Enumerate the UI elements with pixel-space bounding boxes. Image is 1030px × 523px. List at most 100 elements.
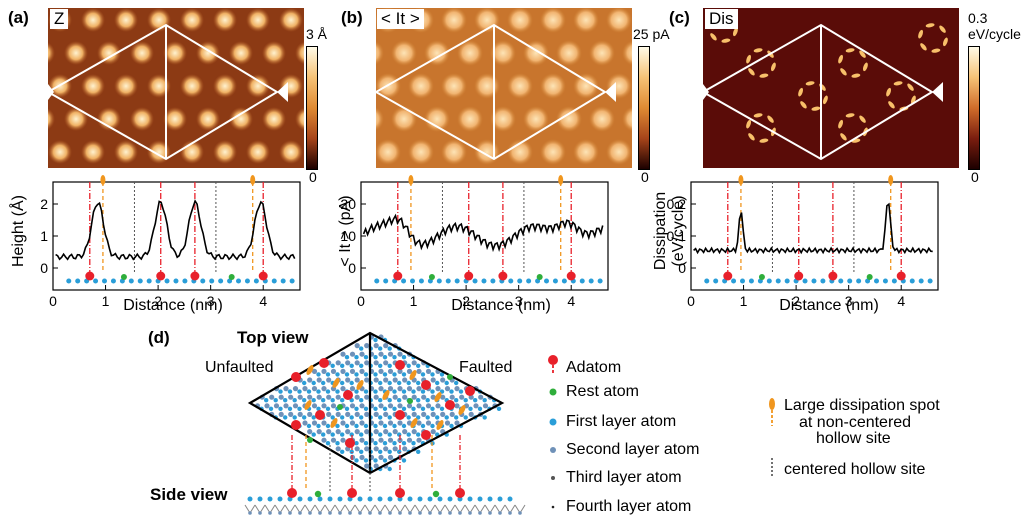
second-layer-atom — [308, 511, 312, 515]
second-layer-atom — [335, 446, 341, 452]
second-layer-atom — [397, 368, 403, 374]
x-tick-label: 2 — [154, 293, 162, 309]
second-layer-atom — [383, 411, 389, 417]
first-layer-atom — [416, 363, 421, 368]
second-layer-atom — [326, 411, 332, 417]
adatom — [315, 410, 325, 420]
second-layer-atom — [278, 411, 284, 417]
second-layer-atom — [508, 511, 512, 515]
first-layer-atom — [344, 423, 350, 429]
second-layer-atom — [468, 411, 474, 417]
height-spot — [48, 140, 72, 164]
current-spot — [606, 8, 632, 33]
first-layer-atom — [268, 406, 274, 411]
second-layer-atom — [406, 403, 413, 409]
second-layer-atom — [454, 403, 460, 409]
second-layer-atom — [349, 420, 356, 426]
current-spot — [573, 73, 599, 99]
stm-image-current — [376, 8, 632, 168]
first-layer-atom — [454, 380, 459, 386]
first-layer-atom — [473, 398, 478, 403]
first-layer-atom — [306, 389, 312, 394]
dissipation-spot — [845, 48, 855, 53]
first-layer-atom — [327, 496, 333, 502]
second-layer-atom — [416, 368, 422, 374]
first-layer-atom — [344, 355, 350, 360]
dissipation-spot — [859, 50, 866, 58]
first-layer-atom — [410, 278, 416, 284]
legend-first-layer: First layer atom — [566, 413, 677, 430]
second-layer-atom — [378, 386, 384, 392]
second-layer-atom — [364, 463, 370, 469]
second-layer-atom — [440, 377, 446, 383]
unfaulted-label: Unfaulted — [205, 359, 274, 376]
first-layer-atom — [775, 278, 781, 284]
first-layer-atom — [344, 406, 350, 411]
second-layer-atom — [321, 437, 327, 443]
second-layer-atom — [373, 343, 379, 349]
adatom — [723, 271, 733, 281]
dissipation-spot — [748, 133, 755, 141]
second-layer-atom — [411, 360, 417, 366]
second-layer-atom — [478, 394, 484, 400]
xlabel-a: Distance (nm) — [123, 297, 223, 314]
second-layer-atom — [482, 403, 489, 409]
first-layer-atom — [363, 406, 369, 411]
second-layer-icon — [550, 447, 556, 453]
rest-atom — [337, 404, 343, 410]
legend-rest-atom: Rest atom — [566, 383, 639, 400]
first-layer-atom — [472, 278, 478, 284]
current-spot — [622, 40, 632, 66]
height-spot — [295, 107, 304, 131]
dissipation-spot — [888, 101, 895, 109]
first-layer-atom — [363, 355, 369, 360]
first-layer-atom — [349, 363, 354, 368]
x-tick-label: 2 — [792, 293, 800, 309]
second-layer-atom — [458, 511, 462, 515]
second-layer-atom — [316, 429, 322, 435]
first-layer-atom — [373, 423, 378, 429]
current-spot — [573, 8, 599, 33]
first-layer-atom — [544, 278, 550, 284]
first-layer-atom — [497, 496, 503, 502]
first-layer-atom — [416, 398, 421, 403]
second-layer-atom — [388, 511, 392, 515]
height-spot — [229, 41, 253, 65]
first-layer-atom — [354, 355, 359, 360]
ylabel-b: < It > (pA) — [337, 195, 354, 267]
second-layer-atom — [354, 429, 360, 435]
second-layer-atom — [359, 351, 365, 357]
second-layer-atom — [411, 394, 417, 400]
height-spot — [114, 74, 138, 98]
second-layer-atom — [349, 403, 356, 409]
adatom — [498, 271, 508, 281]
first-layer-atom — [731, 278, 737, 284]
first-layer-atom — [382, 372, 388, 377]
first-layer-atom — [382, 441, 388, 446]
adatom — [421, 380, 431, 390]
first-layer-atom — [382, 423, 388, 429]
first-layer-atom — [487, 496, 493, 502]
height-spot — [246, 8, 270, 32]
dissipation-spot — [862, 62, 868, 72]
first-layer-atom — [874, 278, 880, 284]
dissipation-spot-marker — [738, 175, 744, 185]
second-layer-atom — [397, 386, 403, 392]
second-layer-atom — [373, 429, 379, 435]
dissipation-spot — [436, 420, 444, 430]
first-layer-atom — [311, 415, 316, 420]
dissipation-spot — [838, 54, 844, 64]
first-layer-atom — [325, 406, 331, 411]
first-layer-atom — [425, 398, 430, 403]
first-layer-atom — [363, 423, 369, 429]
second-layer-atom — [387, 420, 394, 426]
legend-symbols — [548, 355, 558, 509]
second-layer-atom — [248, 511, 252, 515]
first-layer-atom — [416, 449, 421, 454]
first-layer-atom — [359, 398, 364, 403]
first-layer-atom — [588, 278, 594, 284]
current-spot — [556, 106, 582, 132]
stm-image-dissipation — [703, 8, 959, 168]
second-layer-atom — [459, 394, 465, 400]
y-tick-label: 1 — [40, 228, 48, 244]
